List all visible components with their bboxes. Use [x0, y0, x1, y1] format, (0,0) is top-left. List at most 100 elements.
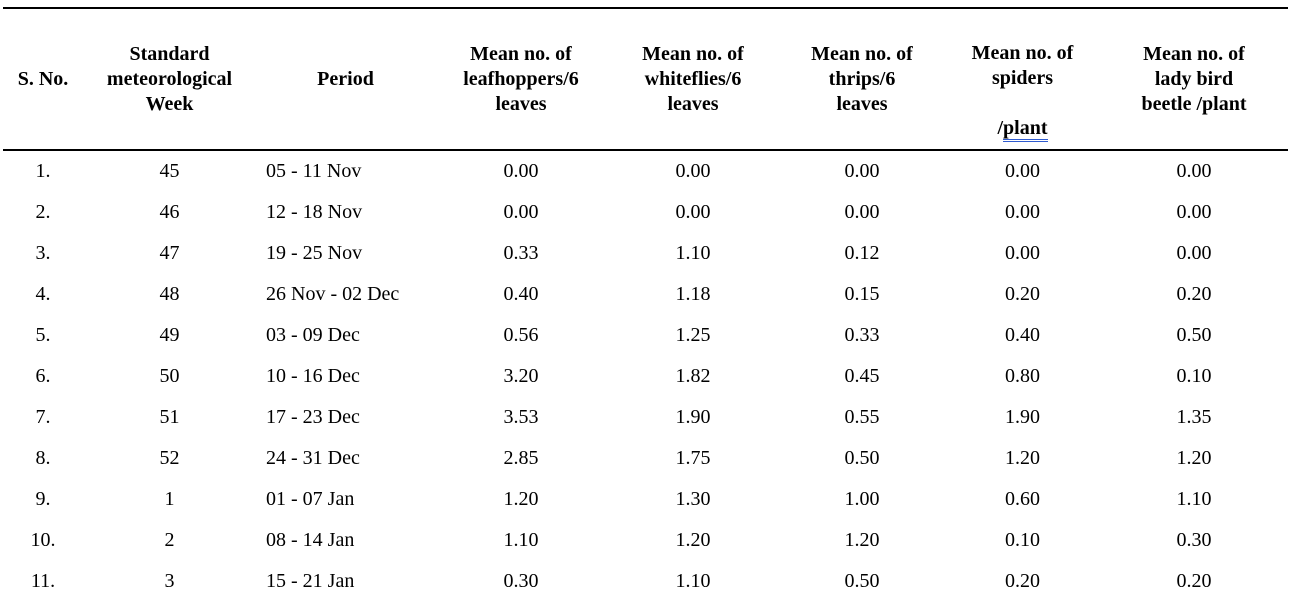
table-body: 1. 45 05 - 11 Nov 0.00 0.00 0.00 0.00 0.00 2. 46 1…: [3, 150, 1288, 604]
cell-spiders: 0.10: [1005, 529, 1040, 551]
cell-ladybird: 0.20: [1176, 283, 1212, 305]
cell-spiders: 0.00: [1005, 201, 1040, 223]
cell-ladybird: 1.20: [1176, 447, 1212, 469]
cell-ladybird: 1.10: [1176, 488, 1212, 510]
table-row: 3. 47 19 - 25 Nov 0.33 1.10 0.12 0.00 0.00: [3, 233, 1288, 274]
cell-whiteflies: 1.20: [675, 529, 711, 551]
cell-leafhoppers: 0.33: [503, 242, 539, 264]
table-row: 7. 51 17 - 23 Dec 3.53 1.90 0.55 1.90 1.35: [3, 397, 1288, 438]
column-header-sno: S. No.: [3, 8, 83, 151]
cell-ladybird: 0.20: [1176, 570, 1212, 592]
cell-leafhoppers: 1.20: [503, 488, 539, 510]
cell-leafhoppers: 3.20: [503, 365, 539, 387]
table-row: 9. 1 01 - 07 Jan 1.20 1.30 1.00 0.60 1.10: [3, 479, 1288, 520]
cell-leafhoppers: 0.00: [503, 201, 539, 223]
cell-period: 19 - 25 Nov: [266, 242, 363, 264]
cell-whiteflies: 1.10: [675, 570, 711, 592]
column-header-spiders-plant-grammar-marked: plant: [1003, 117, 1048, 142]
cell-ladybird: 1.35: [1176, 406, 1212, 428]
cell-period: 17 - 23 Dec: [266, 406, 360, 428]
cell-sno: 7.: [35, 406, 51, 428]
cell-sno: 10.: [30, 529, 56, 551]
cell-period: 12 - 18 Nov: [266, 201, 363, 223]
cell-thrips: 1.20: [844, 529, 880, 551]
cell-spiders: 0.20: [1005, 283, 1040, 305]
column-header-ladybird: Mean no. of lady bird beetle /plant: [1100, 8, 1288, 151]
table-row: 11. 3 15 - 21 Jan 0.30 1.10 0.50 0.20 0.20: [3, 561, 1288, 602]
cell-leafhoppers: 1.10: [503, 529, 539, 551]
cell-week: 46: [159, 201, 180, 223]
cell-sno: 2.: [35, 201, 51, 223]
cell-whiteflies: 1.18: [675, 283, 711, 305]
cell-leafhoppers: 0.56: [503, 324, 539, 346]
cell-sno: 11.: [30, 570, 56, 592]
cell-period: 24 - 31 Dec: [266, 447, 360, 469]
cell-period: 10 - 16 Dec: [266, 365, 360, 387]
cell-whiteflies: 0.00: [675, 201, 711, 223]
cell-thrips: 0.15: [844, 283, 880, 305]
cell-spiders: 0.40: [1005, 324, 1040, 346]
cell-week: 1: [164, 488, 175, 510]
cell-leafhoppers: 0.00: [503, 160, 539, 182]
column-header-week: Standard meteorological Week: [83, 8, 256, 151]
cell-sno: 4.: [35, 283, 51, 305]
cell-leafhoppers: 0.40: [503, 283, 539, 305]
cell-ladybird: 0.50: [1176, 324, 1212, 346]
cell-ladybird: 0.00: [1176, 160, 1212, 182]
cell-spiders: 1.90: [1005, 406, 1040, 428]
column-header-whiteflies: Mean no. of whiteflies/6 leaves: [607, 8, 779, 151]
cell-ladybird: 0.00: [1176, 201, 1212, 223]
column-header-leafhoppers: Mean no. of leafhoppers/6 leaves: [435, 8, 607, 151]
column-header-thrips: Mean no. of thrips/6 leaves: [779, 8, 945, 151]
cell-thrips: 0.33: [844, 324, 880, 346]
table-row: 6. 50 10 - 16 Dec 3.20 1.82 0.45 0.80 0.10: [3, 356, 1288, 397]
cell-sno: 5.: [35, 324, 51, 346]
table-row: 1. 45 05 - 11 Nov 0.00 0.00 0.00 0.00 0.00: [3, 150, 1288, 192]
column-header-period: Period: [256, 8, 435, 151]
cell-week: 47: [159, 242, 180, 264]
cell-period: 08 - 14 Jan: [266, 529, 355, 551]
cell-spiders: 1.20: [1005, 447, 1040, 469]
cell-week: 52: [159, 447, 180, 469]
cell-period: 26 Nov - 02 Dec: [266, 283, 400, 305]
cell-whiteflies: 0.00: [675, 160, 711, 182]
cell-ladybird: 0.30: [1176, 529, 1212, 551]
cell-sno: 9.: [35, 488, 51, 510]
cell-ladybird: 0.00: [1176, 242, 1212, 264]
cell-week: 51: [159, 406, 180, 428]
cell-ladybird: 0.10: [1176, 365, 1212, 387]
cell-period: 15 - 21 Jan: [266, 570, 355, 592]
table-row: 10. 2 08 - 14 Jan 1.10 1.20 1.20 0.10 0.30: [3, 520, 1288, 561]
cell-thrips: 0.00: [844, 160, 880, 182]
cell-week: 2: [164, 529, 175, 551]
cell-thrips: 0.12: [844, 242, 880, 264]
cell-sno: 6.: [35, 365, 51, 387]
cell-whiteflies: 1.25: [675, 324, 711, 346]
table-header-row: S. No. Standard meteorological Week Peri…: [3, 8, 1288, 151]
cell-period: 03 - 09 Dec: [266, 324, 360, 346]
cell-leafhoppers: 0.30: [503, 570, 539, 592]
insect-population-table: S. No. Standard meteorological Week Peri…: [3, 7, 1288, 604]
cell-leafhoppers: 3.53: [503, 406, 539, 428]
cell-week: 45: [159, 160, 180, 182]
cell-week: 49: [159, 324, 180, 346]
cell-week: 50: [159, 365, 180, 387]
table-row: 5. 49 03 - 09 Dec 0.56 1.25 0.33 0.40 0.50: [3, 315, 1288, 356]
cell-thrips: 1.00: [844, 488, 880, 510]
cell-week: 3: [164, 570, 175, 592]
cell-sno: 1.: [35, 160, 51, 182]
cell-period: 01 - 07 Jan: [266, 488, 355, 510]
cell-spiders: 0.00: [1005, 160, 1040, 182]
cell-spiders: 0.80: [1005, 365, 1040, 387]
cell-whiteflies: 1.82: [675, 365, 711, 387]
cell-thrips: 0.50: [844, 570, 880, 592]
cell-leafhoppers: 2.85: [503, 447, 539, 469]
table-row: 4. 48 26 Nov - 02 Dec 0.40 1.18 0.15 0.20 0.20: [3, 274, 1288, 315]
column-header-spiders: Mean no. of spiders /plant: [945, 8, 1100, 151]
cell-week: 48: [159, 283, 180, 305]
cell-whiteflies: 1.30: [675, 488, 711, 510]
cell-whiteflies: 1.10: [675, 242, 711, 264]
cell-spiders: 0.00: [1005, 242, 1040, 264]
table-row: 2. 46 12 - 18 Nov 0.00 0.00 0.00 0.00 0.00: [3, 192, 1288, 233]
